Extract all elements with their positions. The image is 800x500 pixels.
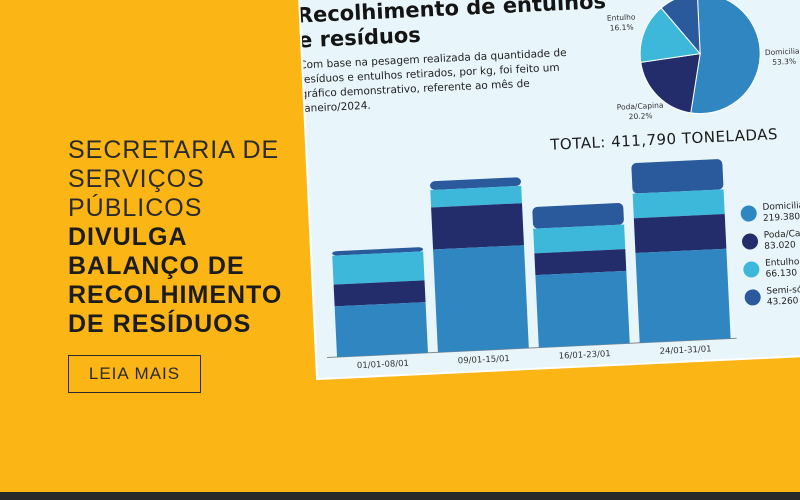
pie-value-label: 16.1% <box>610 23 634 33</box>
bar-segment <box>532 203 624 229</box>
pie-slice <box>660 0 701 56</box>
x-tick-label: 16/01-23/01 <box>558 349 610 361</box>
pie-slice <box>640 53 701 114</box>
bar-segment <box>631 159 724 194</box>
bar-segment <box>535 270 630 348</box>
legend-total: 43.260 <box>767 296 799 307</box>
headline-bold-line: DE RESÍDUOS <box>68 310 252 338</box>
legend-label: Poda/Capina <box>764 228 800 241</box>
legend-total: 66.130 <box>765 268 797 279</box>
pie-slice <box>690 0 761 115</box>
headline-regular: SECRETARIA DE SERVIÇOS PÚBLICOS <box>68 136 282 223</box>
pie-slice <box>639 7 702 63</box>
headline-line: PÚBLICOS <box>68 194 203 222</box>
headline-bold-line: RECOLHIMENTO <box>68 281 283 309</box>
x-tick-label: 01/01-08/01 <box>357 359 409 371</box>
bar-segment <box>633 213 727 254</box>
bar-segment <box>430 185 522 208</box>
legend-label: Semi-sólido <box>766 283 800 296</box>
pie-label: Poda/Capina <box>617 101 664 112</box>
infographic-svg: Domiciliar53.3%Poda/Capina20.2%Entulho16… <box>299 0 800 371</box>
infographic-title: e resíduos <box>299 23 421 53</box>
legend-swatch <box>743 261 760 278</box>
legend-swatch <box>740 205 757 222</box>
bar-segment <box>534 249 627 276</box>
legend-label: Domiciliar <box>762 201 800 213</box>
bar-segment <box>632 189 725 219</box>
bar-segment <box>430 177 521 190</box>
headline-bold-line: DIVULGA <box>68 223 188 251</box>
bar-segment <box>332 251 425 285</box>
infographic-description: janeiro/2024. <box>300 100 371 115</box>
legend-total: 83.020 <box>764 240 796 251</box>
pie-value-label: 20.2% <box>628 111 652 121</box>
bar-segment <box>332 247 424 256</box>
headline-line: SERVIÇOS <box>68 165 205 193</box>
bar-segment <box>334 302 428 358</box>
bar-segment <box>433 245 529 353</box>
x-tick-label: 09/01-15/01 <box>458 354 510 366</box>
legend-swatch <box>744 289 761 306</box>
x-tick-label: 24/01-31/01 <box>659 344 711 356</box>
infographic-title: Recolhimento de entulhos <box>299 0 607 28</box>
legend-label: Entulho <box>765 257 800 269</box>
headline-line: SECRETARIA DE <box>68 136 280 164</box>
headline-bold: DIVULGA BALANÇO DE RECOLHIMENTO DE RESÍDUOS <box>68 223 282 339</box>
bar-segment <box>431 203 524 250</box>
bar-segment <box>333 280 426 307</box>
legend-total: 219.380 <box>763 212 800 224</box>
pie-value-label: 53.3% <box>772 57 796 67</box>
legend-swatch <box>742 233 759 250</box>
pie-label: Domiciliar <box>765 46 800 57</box>
headline-bold-line: BALANÇO DE <box>68 252 245 280</box>
bar-segment <box>635 248 731 343</box>
total-annotation: TOTAL: 411,790 TONELADAS <box>549 125 779 154</box>
bottom-strip <box>0 492 800 500</box>
headline: SECRETARIA DE SERVIÇOS PÚBLICOS DIVULGA BAL… <box>68 136 282 339</box>
bar-segment <box>533 224 626 254</box>
infographic: Domiciliar 53.3% Poda/Capina 20.2% Entulho 16… <box>298 0 800 379</box>
pie-label: Entulho <box>607 12 636 22</box>
read-more-button[interactable]: LEIA MAIS <box>68 355 201 393</box>
